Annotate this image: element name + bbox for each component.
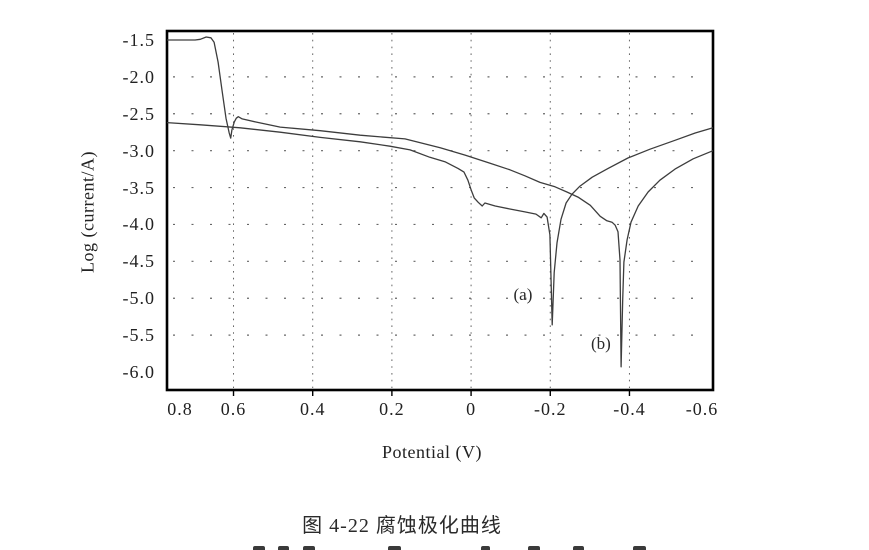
clipped-text-fragment — [573, 546, 584, 550]
clipped-text-fragment — [481, 546, 490, 550]
clipped-text-fragment — [278, 546, 289, 550]
y-tick-label: -2.0 — [122, 66, 155, 87]
x-tick-label: 0.4 — [299, 399, 326, 419]
curve-label-b: (b) — [591, 333, 611, 353]
y-tick-label: -6.0 — [122, 361, 155, 382]
x-tick-label: -0.4 — [613, 399, 646, 419]
clipped-text-fragment — [303, 546, 315, 550]
series-curve-b — [167, 36, 714, 368]
y-tick-label: -4.5 — [122, 251, 155, 272]
series-curve-a — [166, 121, 714, 326]
x-tick-label: -0.6 — [685, 399, 719, 419]
y-tick-label: -5.0 — [122, 288, 155, 309]
y-tick-label: -4.0 — [122, 214, 155, 235]
y-tick-label: -5.5 — [122, 325, 155, 346]
x-tick-label: 0.6 — [220, 399, 247, 419]
y-tick-label: -2.5 — [122, 103, 155, 124]
y-axis-title: Log (current/A) — [77, 151, 98, 273]
clipped-text-fragment — [253, 546, 265, 550]
x-axis-title: Potential (V) — [382, 442, 482, 462]
clipped-text-fragment — [633, 546, 646, 550]
plot-border — [165, 29, 715, 392]
x-tick-label: 0 — [466, 399, 477, 419]
x-tick-label: -0.2 — [534, 399, 567, 419]
y-tick-label: -3.5 — [122, 177, 155, 198]
y-tick-label: -3.0 — [122, 140, 155, 161]
clipped-text-fragment — [528, 546, 540, 550]
clipped-text-fragment — [388, 546, 401, 550]
figure-caption: 图 4-22 腐蚀极化曲线 — [302, 515, 502, 537]
curve-label-a: (a) — [513, 285, 533, 305]
x-tick-label: 0.8 — [167, 399, 193, 419]
y-tick-label: -1.5 — [122, 30, 155, 50]
x-tick-label: 0.2 — [379, 399, 405, 419]
